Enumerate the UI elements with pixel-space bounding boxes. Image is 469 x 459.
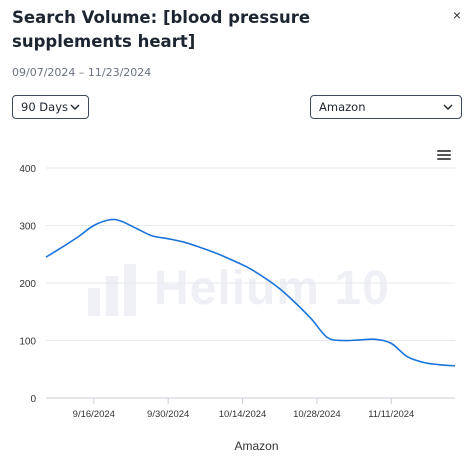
date-range: 09/07/2024 – 11/23/2024 [12, 66, 152, 79]
x-axis-title: Amazon [234, 439, 278, 453]
x-tick-label: 9/30/2024 [147, 409, 189, 420]
y-tick-label: 100 [19, 337, 36, 348]
series-line [45, 218, 456, 367]
period-dropdown-label: 90 Days [21, 100, 68, 114]
x-tick-label: 10/14/2024 [219, 409, 267, 420]
x-tick-label: 10/28/2024 [293, 409, 341, 420]
x-tick-label: 9/16/2024 [73, 409, 115, 420]
y-tick-label: 200 [19, 279, 36, 290]
marketplace-dropdown-label: Amazon [319, 100, 366, 114]
y-tick-label: 400 [19, 164, 36, 175]
x-tick-label: 11/11/2024 [368, 409, 414, 420]
y-tick-label: 0 [30, 394, 36, 405]
chart-menu-icon[interactable] [437, 150, 451, 162]
period-dropdown[interactable]: 90 Days [12, 95, 89, 119]
close-icon[interactable]: × [452, 7, 462, 23]
chevron-down-icon [443, 104, 453, 110]
chevron-down-icon [70, 104, 80, 110]
y-tick-label: 300 [19, 222, 36, 233]
marketplace-dropdown[interactable]: Amazon [310, 95, 462, 119]
chart-title: Search Volume: [blood pressure supplemen… [12, 8, 311, 51]
